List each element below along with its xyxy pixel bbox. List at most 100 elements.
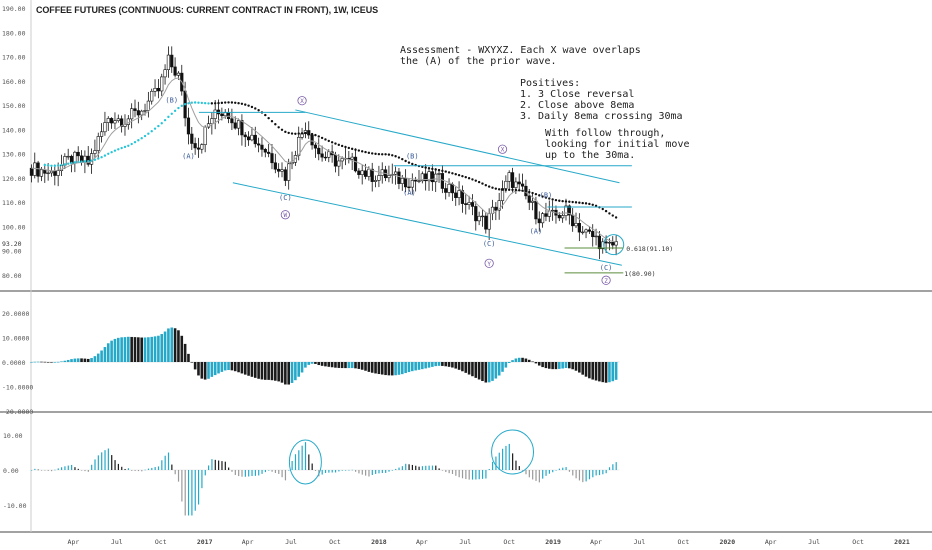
time-tick-label: Oct <box>155 538 167 546</box>
wave-label: (C) <box>600 264 613 272</box>
oscillator-bar <box>250 362 254 377</box>
candle-body <box>541 213 545 224</box>
ma-30-dot <box>411 162 414 166</box>
ma-30-dot <box>107 152 110 155</box>
oscillator-bar <box>284 362 287 385</box>
candle-body <box>89 153 94 165</box>
oscillator-bar <box>487 362 491 383</box>
oscillator-bar <box>608 362 611 383</box>
oscillator-bar <box>601 362 605 383</box>
candle-body <box>196 147 201 150</box>
oscillator-bar <box>350 362 354 369</box>
oscillator-bar <box>76 358 80 362</box>
candle-body <box>607 242 612 244</box>
time-tick-label: Oct <box>329 538 341 546</box>
oscillator-bar <box>414 362 417 371</box>
oscillator-bar <box>547 362 551 369</box>
oscillator-bar <box>116 337 120 362</box>
ma-30-dot <box>518 189 521 192</box>
oscillator-bar <box>564 362 568 368</box>
ma-30-dot <box>568 200 571 203</box>
candle-body <box>273 162 277 170</box>
momentum-bar <box>54 469 56 471</box>
candle-body <box>203 126 207 145</box>
oscillator-bar <box>497 362 501 376</box>
time-tick-label: Jul <box>459 538 471 546</box>
candle-body <box>571 214 575 227</box>
momentum-bar <box>338 470 340 472</box>
ma-30-dot <box>63 163 67 166</box>
candle-body <box>236 120 241 129</box>
candle-body <box>500 188 505 201</box>
oscillator-bar <box>444 362 448 367</box>
candle-body <box>156 87 160 92</box>
momentum-bar <box>481 470 484 479</box>
oscillator-bar <box>73 358 77 362</box>
ma-30-dot <box>384 153 387 156</box>
momentum-bar <box>465 470 467 480</box>
candle-body <box>527 195 531 203</box>
candle-body <box>410 180 414 188</box>
oscillator-bar <box>561 362 564 369</box>
oscillator-bar <box>514 358 518 362</box>
ma-30-dot <box>254 107 257 110</box>
oscillator-bar <box>60 361 63 362</box>
ma-30-dot <box>374 152 377 156</box>
ma-30-dot <box>437 168 441 172</box>
highlight-circle <box>603 234 625 256</box>
momentum-bar <box>244 470 246 477</box>
momentum-bar <box>234 470 236 475</box>
candle-body <box>480 215 485 218</box>
candle-body <box>163 69 167 78</box>
momentum-bar <box>208 465 210 470</box>
candle-body <box>494 206 498 211</box>
candle-body <box>313 144 318 149</box>
candle-body <box>323 156 328 159</box>
ma-30-dot <box>424 166 427 169</box>
ma-30-dot <box>377 152 381 156</box>
oscillator-bar <box>257 362 260 379</box>
ma-30-dot <box>474 179 477 182</box>
ma-30-dot <box>551 198 554 201</box>
oscillator-bar <box>140 337 143 362</box>
ma-30-dot <box>230 101 234 104</box>
price-tick-label: 120.00 <box>2 175 26 183</box>
ma-30-dot <box>477 180 481 184</box>
momentum-bar <box>525 470 527 475</box>
candle-body <box>474 206 478 222</box>
candle-body <box>450 183 454 194</box>
oscillator-bar <box>437 362 441 366</box>
ma-30-dot <box>110 150 113 154</box>
ma-30-dot <box>608 212 611 215</box>
wave-label: X <box>300 98 304 105</box>
candle-body <box>39 169 44 177</box>
oscillator-bar <box>374 362 377 374</box>
time-tick-label: Jul <box>634 538 646 546</box>
ma-30-dot <box>244 103 247 106</box>
candle-body <box>497 200 501 211</box>
candle-body <box>116 118 120 121</box>
momentum-bar <box>134 470 136 471</box>
momentum-bar <box>592 470 594 478</box>
oscillator-bar <box>193 362 197 370</box>
momentum-bar <box>238 470 240 477</box>
momentum-bar <box>268 470 270 471</box>
oscillator-bar <box>474 362 478 378</box>
wave-circle <box>484 258 494 268</box>
ma-30-dot <box>160 122 163 125</box>
oscillator-bar <box>434 362 437 367</box>
momentum-bar <box>137 470 140 472</box>
ma-30-dot <box>497 188 501 191</box>
oscillator-bar <box>137 337 140 362</box>
oscillator-bar <box>106 343 110 362</box>
oscillator-bar <box>66 359 70 362</box>
oscillator-bar <box>103 347 107 362</box>
candle-body <box>337 160 341 167</box>
oscillator-bar <box>270 362 274 381</box>
momentum-bar <box>575 470 577 479</box>
oscillator-bar <box>33 361 37 363</box>
ma-30-dot <box>93 158 97 161</box>
oscillator-bar <box>544 362 548 369</box>
oscillator-bar <box>187 353 190 362</box>
momentum-bar <box>94 459 96 470</box>
